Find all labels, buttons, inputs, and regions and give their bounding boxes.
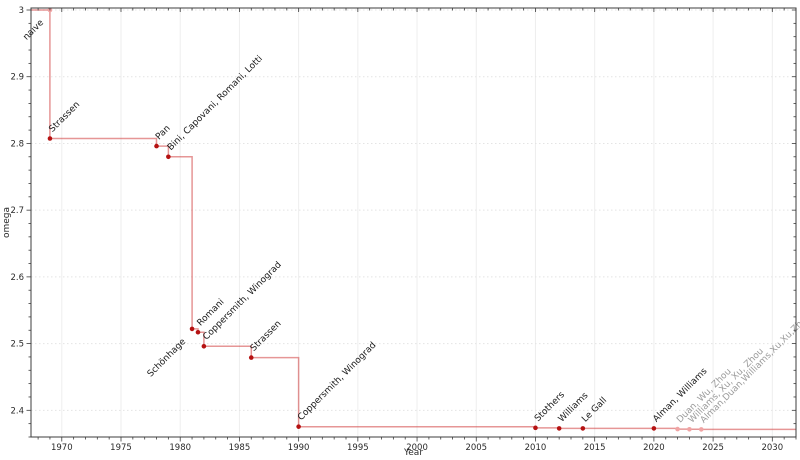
data-point [698,427,704,432]
data-point [189,326,195,332]
y-tick-label: 2.4 [10,406,24,416]
data-point [248,355,254,360]
data-point [580,426,586,431]
x-tick-label: 2015 [584,443,606,453]
data-point [154,143,159,149]
y-axis-label: omega [2,207,12,238]
data-point [651,426,657,431]
data-point [675,426,680,432]
x-tick-label: 2030 [761,443,783,453]
data-point [195,329,201,335]
point-label: Coppersmith, Winograd [296,340,378,422]
x-tick-label: 2020 [643,443,665,453]
y-tick-label: 2.9 [10,73,24,83]
x-tick-label: 2005 [465,443,487,453]
x-tick-label: 1995 [347,443,369,453]
data-point [556,426,562,431]
y-tick-label: 2.5 [10,340,24,350]
point-label: Strassen [249,319,284,354]
x-tick-label: 2000 [406,443,428,453]
plot-border [30,7,797,438]
x-tick-label: 1980 [169,443,191,453]
y-tick-label: 3 [19,6,24,16]
x-tick-label: 1970 [51,443,73,453]
x-tick-label: 1990 [288,443,310,453]
point-label: Strassen [47,100,82,135]
x-tick-label: 2025 [702,443,724,453]
x-tick-label: 2010 [525,443,547,453]
x-axis-label: Year [403,448,423,458]
data-point [687,426,692,432]
data-point [533,425,538,431]
data-point [47,136,53,141]
point-label: Bini, Capovani, Romani, Lotti [166,54,265,153]
data-point [166,154,171,160]
x-tick-label: 1985 [229,443,251,453]
point-label: Schönhage [146,337,189,380]
y-tick-label: 2.7 [10,206,24,216]
data-point [201,343,207,349]
omega-step-line [31,9,796,431]
point-label: Williams, Xu, Xu, Zhou [687,346,766,425]
y-tick-label: 2.6 [10,273,24,283]
y-tick-label: 2.8 [10,139,24,149]
point-label: Alman,Duan,Williams,Xu,Xu,Zhou [699,311,800,425]
point-label: naive [22,18,47,43]
x-tick-label: 1975 [110,443,132,453]
data-point [296,424,301,429]
